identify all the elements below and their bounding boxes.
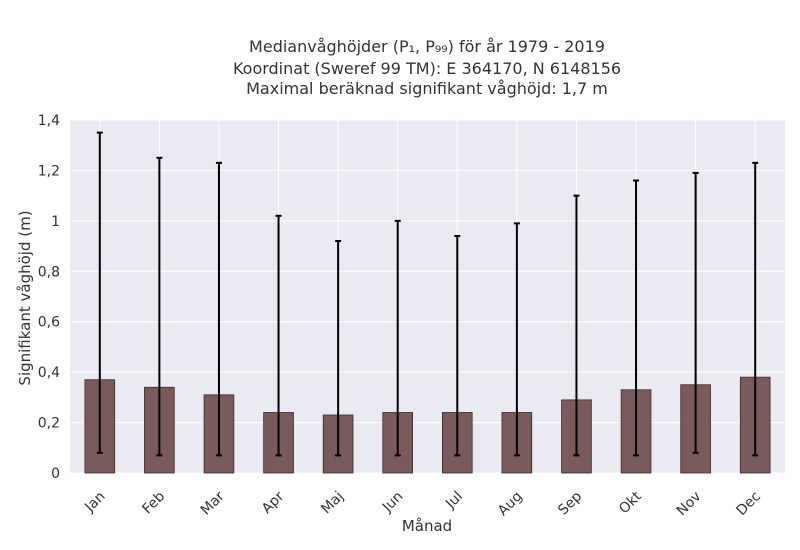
- x-tick-label: Okt: [616, 488, 645, 517]
- title-line: Medianvåghöjder (P₁, P₉₉) för år 1979 - …: [249, 37, 605, 56]
- chart-title: Medianvåghöjder (P₁, P₉₉) för år 1979 - …: [233, 37, 621, 98]
- x-axis: Jan Feb Mar Apr Maj Jun Jul Aug Sep Okt Nov Dec: [81, 488, 764, 519]
- y-tick-label: 0,8: [38, 264, 60, 280]
- y-tick-label: 0,6: [38, 315, 60, 331]
- subtitle-coordinates: Koordinat (Sweref 99 TM): E 364170, N 61…: [233, 59, 621, 78]
- y-tick-label: 1,2: [38, 163, 60, 179]
- y-tick-label: 0,4: [38, 365, 60, 381]
- y-axis: 0 0,2 0,4 0,6 0,8 1 1,2 1,4: [38, 113, 60, 482]
- y-tick-label: 0: [51, 466, 60, 482]
- x-tick-label: Jan: [81, 489, 108, 516]
- y-tick-label: 1: [51, 214, 60, 230]
- error-bars: [96, 131, 759, 457]
- subtitle-max-height: Maximal beräknad signifikant våghöjd: 1,…: [246, 79, 608, 98]
- x-tick-label: Jul: [442, 489, 466, 513]
- x-tick-label: Sep: [555, 488, 585, 518]
- x-tick-label: Mar: [198, 488, 228, 518]
- x-tick-label: Jun: [379, 489, 406, 516]
- plot-area: [70, 120, 785, 473]
- y-tick-label: 1,4: [38, 113, 60, 129]
- x-tick-label: Nov: [674, 489, 705, 520]
- x-tick-label: Maj: [318, 489, 347, 518]
- x-axis-label: Månad: [402, 517, 452, 535]
- x-tick-label: Apr: [259, 488, 288, 517]
- x-tick-label: Feb: [139, 488, 168, 517]
- y-tick-label: 0,2: [38, 416, 60, 432]
- y-axis-label: Signifikant våghöjd (m): [16, 210, 34, 385]
- x-tick-label: Dec: [734, 489, 764, 519]
- x-tick-label: Aug: [495, 489, 526, 520]
